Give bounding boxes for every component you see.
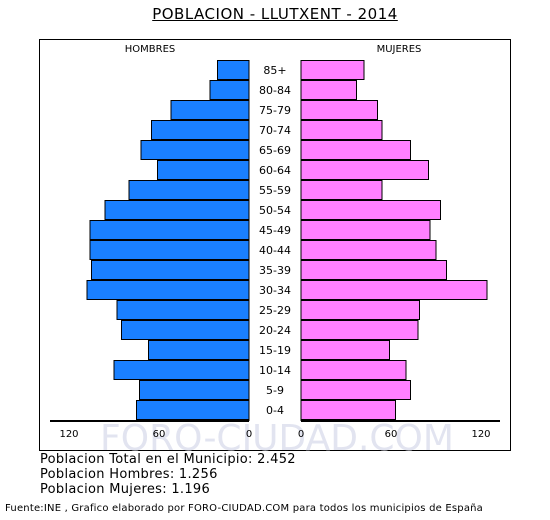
age-labels-layer: 85+ 80-84 75-79 70-74 65-69 60-64 55-59 50-54 45… [259, 64, 291, 417]
age-group-label: 85+ [263, 64, 286, 77]
x-tick-label: 0 [298, 429, 304, 440]
male-bar [209, 80, 250, 100]
age-group-label: 30-34 [259, 284, 291, 297]
male-bar [140, 140, 250, 160]
male-bar [86, 280, 250, 300]
age-group-label: 80-84 [259, 84, 291, 97]
axes-layer: 120 60 0 0 60 120 [50, 60, 500, 440]
age-group-label: 55-59 [259, 184, 291, 197]
female-bar [300, 280, 488, 300]
female-bar [300, 180, 383, 200]
x-tick-label: 60 [153, 429, 166, 440]
right-header: MUJERES [377, 44, 422, 55]
age-group-label: 50-54 [259, 204, 291, 217]
x-tick-label: 0 [246, 429, 252, 440]
male-bar [121, 320, 250, 340]
female-bar [300, 120, 383, 140]
male-bar [148, 340, 250, 360]
female-bar [300, 160, 429, 180]
age-group-label: 10-14 [259, 364, 291, 377]
female-bar [300, 60, 365, 80]
female-bar [300, 220, 431, 240]
population-pyramid: HOMBRES MUJERES FORO-CIUDAD.COM 85+ 80-84… [39, 39, 511, 452]
age-group-label: 0-4 [266, 404, 284, 417]
age-group-label: 40-44 [259, 244, 291, 257]
age-group-label: 20-24 [259, 324, 291, 337]
male-bar [139, 380, 250, 400]
male-bar [128, 180, 250, 200]
male-bar [104, 200, 250, 220]
male-bar [170, 100, 250, 120]
female-bar [300, 240, 437, 260]
x-tick-label: 120 [59, 429, 78, 440]
female-bar [300, 400, 396, 420]
watermark: FORO-CIUDAD.COM [100, 418, 454, 452]
male-bar [116, 300, 250, 320]
age-group-label: 70-74 [259, 124, 291, 137]
total-population-text: Poblacion Total en el Municipio: 2.452 [40, 452, 296, 467]
age-group-label: 45-49 [259, 224, 291, 237]
left-header: HOMBRES [125, 44, 176, 55]
age-group-label: 35-39 [259, 264, 291, 277]
age-group-label: 60-64 [259, 164, 291, 177]
male-bar [217, 60, 250, 80]
male-bar [151, 120, 250, 140]
female-bar [300, 300, 420, 320]
female-bar [300, 340, 390, 360]
source-text: Fuente:INE , Grafico elaborado por FORO-… [5, 503, 484, 514]
female-bar [300, 360, 407, 380]
female-bar [300, 140, 411, 160]
female-population-text: Poblacion Mujeres: 1.196 [40, 482, 211, 497]
female-bar [300, 260, 447, 280]
male-bar [91, 260, 250, 280]
x-tick-label: 120 [471, 429, 490, 440]
female-bar [300, 200, 441, 220]
bars-layer [86, 60, 488, 420]
female-bar [300, 80, 357, 100]
female-bar [300, 320, 419, 340]
age-group-label: 75-79 [259, 104, 291, 117]
male-bar [113, 360, 250, 380]
age-group-label: 65-69 [259, 144, 291, 157]
male-bar [157, 160, 250, 180]
female-bar [300, 100, 378, 120]
age-group-label: 5-9 [266, 384, 284, 397]
female-bar [300, 380, 411, 400]
chart-title: POBLACION - LLUTXENT - 2014 [0, 5, 550, 23]
male-bar [89, 240, 250, 260]
male-bar [136, 400, 250, 420]
age-group-label: 15-19 [259, 344, 291, 357]
age-group-label: 25-29 [259, 304, 291, 317]
chart-title-text: POBLACION - LLUTXENT - 2014 [152, 5, 398, 23]
x-tick-label: 60 [385, 429, 398, 440]
male-bar [89, 220, 250, 240]
male-population-text: Poblacion Hombres: 1.256 [40, 467, 218, 482]
